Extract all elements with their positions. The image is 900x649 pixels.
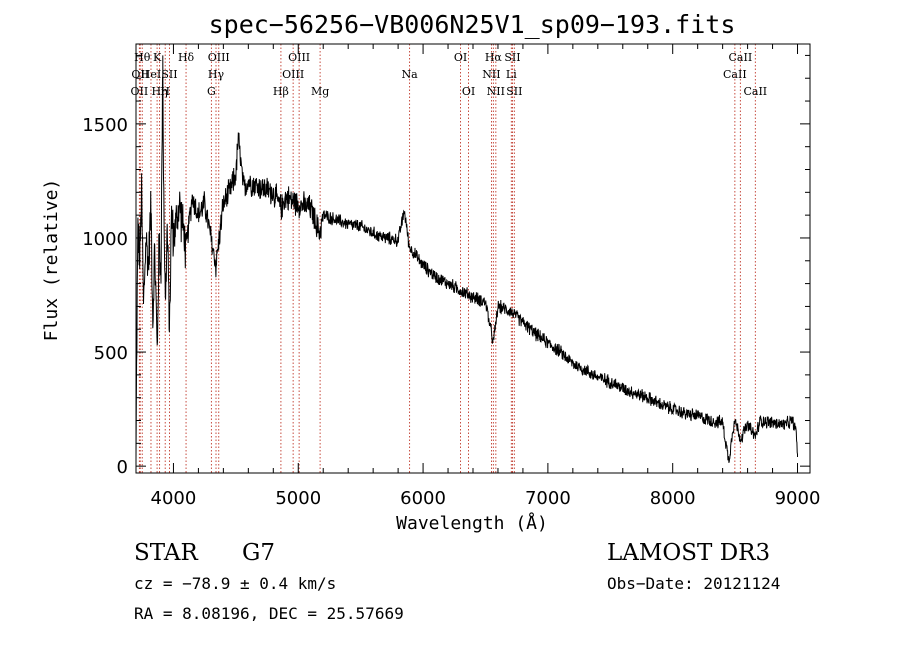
- line-label-Hη: Hη: [151, 85, 167, 98]
- spectrum-series-line: [135, 55, 798, 463]
- redshift-velocity: cz = −78.9 ± 0.4 km/s: [134, 574, 337, 593]
- line-label-OI: OI: [454, 51, 467, 64]
- x-tick-label: 8000: [650, 488, 696, 509]
- sky-coordinates: RA = 8.08196, DEC = 25.57669: [134, 604, 404, 623]
- survey-name: LAMOST DR3: [607, 540, 771, 566]
- y-tick-label: 1000: [82, 229, 128, 250]
- line-label-NII: NII: [482, 68, 500, 81]
- x-tick-label: 6000: [400, 488, 446, 509]
- y-axis-label: Flux (relative): [41, 179, 62, 342]
- observation-date: Obs−Date: 20121124: [607, 574, 781, 593]
- line-label-Hθ: Hθ: [134, 51, 151, 64]
- line-label-G: G: [207, 85, 216, 98]
- chart-title: spec−56256−VB006N25V1_sp09−193.fits: [209, 10, 736, 39]
- x-tick-label: 4000: [151, 488, 197, 509]
- line-label-OI: OI: [462, 85, 475, 98]
- axis-ticks: [136, 44, 810, 473]
- line-label-Hβ: Hβ: [273, 85, 289, 98]
- line-label-SII: SII: [161, 68, 177, 81]
- line-label-K: K: [153, 51, 162, 64]
- line-label-Hα: Hα: [485, 51, 503, 64]
- line-label-SII: SII: [506, 85, 522, 98]
- axis-tick-labels: 4000 5000 6000 7000 8000 9000 0 500 1000 1500: [82, 115, 820, 509]
- x-tick-label: 9000: [775, 488, 821, 509]
- x-tick-label: 7000: [525, 488, 571, 509]
- line-label-Na: Na: [402, 68, 419, 81]
- object-subclass: G7: [242, 540, 276, 566]
- line-label-Mg: Mg: [311, 85, 329, 98]
- line-label-SII: SII: [504, 51, 520, 64]
- spectral-line-labels: OIIOIIHθHeIKHηHSIIHδGHγOIIIHβOIIIOIIIMgN…: [131, 51, 768, 98]
- line-label-CaII: CaII: [729, 51, 753, 64]
- y-tick-label: 0: [117, 457, 128, 478]
- line-label-CaII: CaII: [723, 68, 747, 81]
- line-label-Hδ: Hδ: [178, 51, 195, 64]
- spectral-line-markers: [138, 44, 756, 473]
- y-tick-label: 500: [94, 343, 128, 364]
- line-label-Li: Li: [506, 68, 517, 81]
- line-label-Hγ: Hγ: [208, 68, 225, 81]
- line-label-HeI: HeI: [141, 68, 161, 81]
- x-tick-label: 5000: [275, 488, 321, 509]
- line-label-OII: OII: [131, 85, 149, 98]
- line-label-NII: NII: [487, 85, 505, 98]
- line-label-OIII: OIII: [282, 68, 304, 81]
- line-label-CaII: CaII: [743, 85, 767, 98]
- plot-frame: [135, 43, 811, 474]
- line-label-OIII: OIII: [208, 51, 230, 64]
- line-label-OIII: OIII: [288, 51, 310, 64]
- object-class: STAR: [134, 540, 198, 566]
- line-label-H: H: [160, 85, 170, 98]
- x-axis-label: Wavelength (Å): [396, 512, 548, 534]
- y-tick-label: 1500: [82, 115, 128, 136]
